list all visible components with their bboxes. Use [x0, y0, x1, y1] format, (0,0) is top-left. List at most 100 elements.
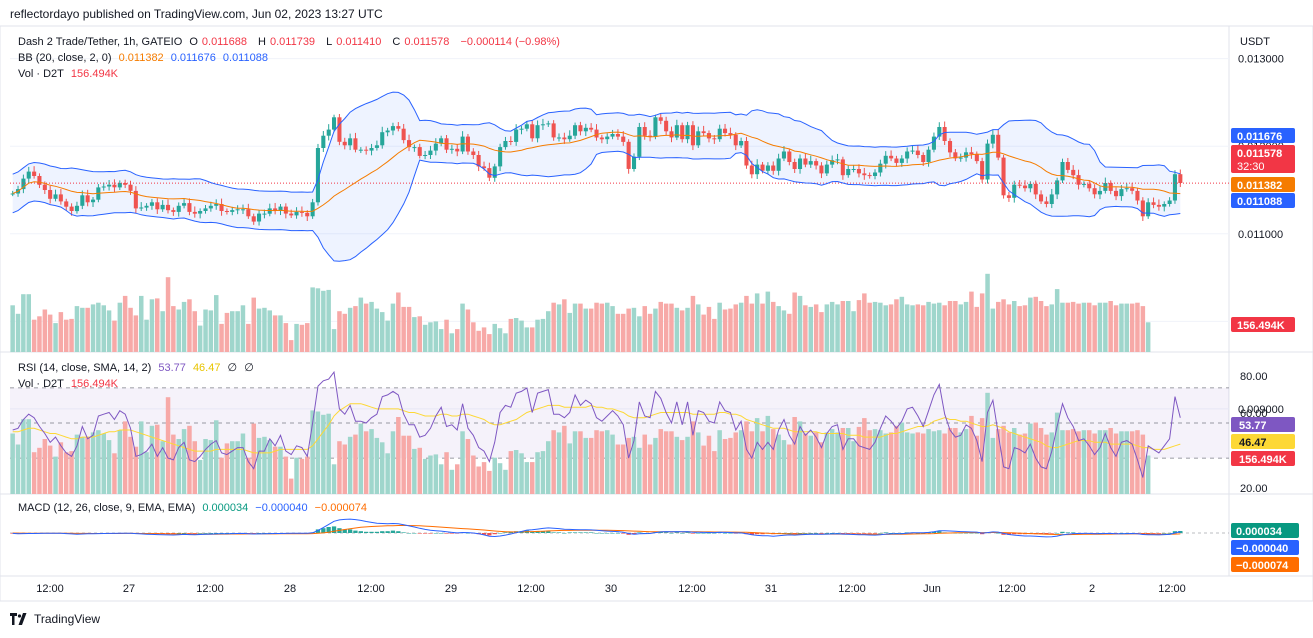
rsi-volume-bar: [171, 434, 176, 494]
rsi-volume-bar: [937, 430, 942, 494]
candle: [1081, 181, 1086, 188]
candle-body: [294, 211, 299, 216]
candle-body: [551, 123, 556, 138]
candle: [680, 122, 685, 143]
volume-bar: [733, 304, 738, 352]
rsi-volume-bar: [192, 441, 197, 494]
rsi-volume-bar: [996, 429, 1001, 494]
candle: [958, 153, 963, 162]
candle: [487, 162, 492, 182]
candle-body: [417, 147, 422, 156]
candle: [1017, 180, 1022, 189]
volume-bar: [937, 302, 942, 352]
macd-hist-bar: [10, 533, 15, 534]
candle-body: [594, 129, 599, 138]
macd-hist-bar: [1167, 533, 1172, 534]
rsi-volume-bar: [953, 428, 958, 494]
candle: [80, 190, 85, 210]
macd-hist-bar: [680, 533, 685, 534]
candle: [856, 164, 861, 178]
footer-brand[interactable]: TradingView: [10, 612, 100, 626]
candle: [326, 124, 331, 141]
candle-body: [680, 125, 685, 140]
candle: [824, 160, 829, 176]
rsi-volume-bar: [551, 430, 556, 494]
candle: [980, 157, 985, 183]
macd-hist-bar: [208, 533, 213, 534]
rsi-volume-bar: [572, 431, 578, 494]
rsi-volume-bar: [797, 421, 803, 494]
rsi-volume-bar: [899, 422, 905, 494]
macd-hist-bar: [872, 533, 878, 534]
volume-bar: [133, 315, 139, 352]
candle: [321, 130, 326, 152]
candle: [781, 146, 786, 162]
volume-bar: [58, 312, 64, 352]
volume-bar: [465, 309, 471, 352]
candle: [64, 198, 69, 211]
rsi-volume-bar: [1060, 430, 1065, 494]
candle: [423, 150, 428, 160]
volume-bar: [787, 313, 792, 353]
macd-hist-bar: [631, 533, 637, 535]
volume-bar: [813, 304, 819, 352]
volume-bar: [230, 311, 235, 352]
macd-hist-bar: [578, 532, 583, 533]
publish-header: reflectordayo published on TradingView.c…: [10, 7, 383, 21]
volume-bar: [851, 311, 856, 352]
volume-bar: [390, 303, 396, 352]
candle: [1023, 180, 1028, 192]
rsi-volume-bar: [674, 436, 680, 494]
price-badge-bg: [1231, 193, 1295, 208]
candle: [492, 163, 497, 182]
rsi-volume-bar: [808, 435, 813, 494]
volume-bar: [1044, 306, 1049, 352]
candle: [867, 172, 872, 179]
volume-bar: [503, 333, 508, 352]
candle: [1140, 197, 1145, 221]
candles: [10, 113, 1229, 226]
candle: [878, 159, 883, 177]
candle: [776, 153, 781, 176]
volume-bar: [1017, 306, 1022, 352]
rsi-volume-bar: [749, 431, 755, 494]
volume-bar: [979, 293, 985, 352]
rsi-volume-bar: [530, 462, 535, 494]
candle: [573, 122, 578, 140]
candle-body: [299, 211, 304, 213]
candle-body: [332, 117, 337, 130]
candle-body: [599, 137, 604, 140]
candle-body: [326, 129, 331, 136]
volume-bar: [369, 301, 374, 352]
rsi-volume-bar: [728, 437, 733, 494]
rsi-volume-bar: [781, 440, 787, 494]
candle-body: [1028, 183, 1033, 189]
candle: [230, 206, 235, 216]
candle: [599, 134, 604, 144]
candle: [953, 149, 958, 162]
volume-bar: [262, 307, 267, 352]
rsi-volume-bar: [246, 457, 251, 494]
macd-hist-bar: [428, 533, 433, 534]
candle-body: [1151, 202, 1156, 205]
macd-hist-bar: [706, 533, 712, 534]
volume-bar: [626, 308, 631, 352]
volume-bar: [47, 314, 53, 352]
candle-body: [765, 165, 770, 171]
macd-hist-bar: [181, 533, 187, 534]
volume-bar: [80, 307, 85, 352]
candle-body: [358, 149, 363, 151]
candle: [112, 179, 117, 193]
rsi-volume-bar: [626, 437, 631, 494]
rsi-volume-bar: [26, 419, 31, 494]
candle: [803, 153, 808, 168]
volume-bar: [1070, 301, 1076, 352]
candle: [1044, 196, 1049, 208]
macd-hist-bar: [423, 533, 428, 534]
rsi-volume-bar: [149, 425, 155, 494]
volume-bar: [385, 320, 390, 352]
macd-hist-bar: [187, 533, 192, 534]
macd-hist-bar: [1055, 533, 1060, 534]
volume-bar: [21, 294, 26, 352]
